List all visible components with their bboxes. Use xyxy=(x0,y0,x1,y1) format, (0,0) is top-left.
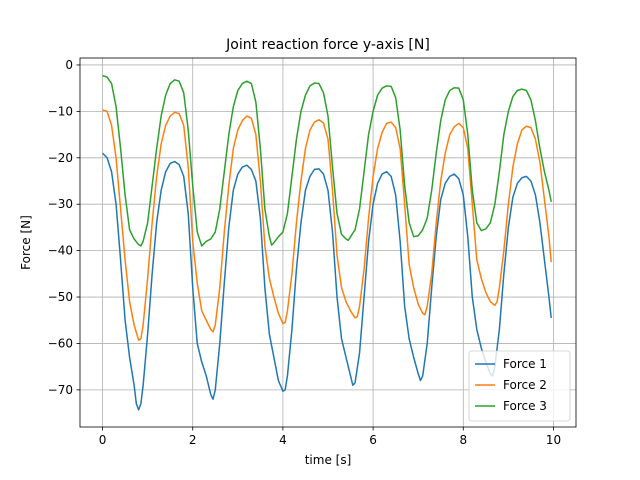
y-tick-label: −40 xyxy=(48,244,73,258)
y-tick-label: 0 xyxy=(65,58,73,72)
x-tick-label: 10 xyxy=(546,433,561,447)
series-layer xyxy=(102,74,552,411)
x-axis-ticks: 0 2 4 6 8 10 xyxy=(99,427,561,447)
x-tick-label: 8 xyxy=(459,433,467,447)
series-line-1 xyxy=(102,152,552,411)
chart-title: Joint reaction force y-axis [N] xyxy=(225,37,430,53)
y-tick-label: −20 xyxy=(48,151,73,165)
series-line-3 xyxy=(102,74,552,247)
y-tick-label: −30 xyxy=(48,197,73,211)
legend-label: Force 1 xyxy=(503,357,547,371)
legend-label: Force 2 xyxy=(503,378,547,392)
y-tick-label: −70 xyxy=(48,383,73,397)
x-tick-label: 2 xyxy=(189,433,197,447)
y-axis-label: Force [N] xyxy=(19,215,33,270)
x-axis-label: time [s] xyxy=(305,453,352,467)
y-tick-label: −50 xyxy=(48,290,73,304)
legend-label: Force 3 xyxy=(503,399,547,413)
x-tick-label: 0 xyxy=(99,433,107,447)
y-axis-ticks: 0 −10 −20 −30 −40 −50 −60 −70 xyxy=(48,58,80,397)
plot-frame xyxy=(79,57,577,428)
x-tick-label: 4 xyxy=(279,433,287,447)
legend: Force 1 Force 2 Force 3 xyxy=(468,350,571,422)
x-tick-label: 6 xyxy=(369,433,377,447)
y-tick-label: −10 xyxy=(48,104,73,118)
series-line-2 xyxy=(102,109,552,341)
legend-box xyxy=(468,350,571,422)
y-tick-label: −60 xyxy=(48,336,73,350)
